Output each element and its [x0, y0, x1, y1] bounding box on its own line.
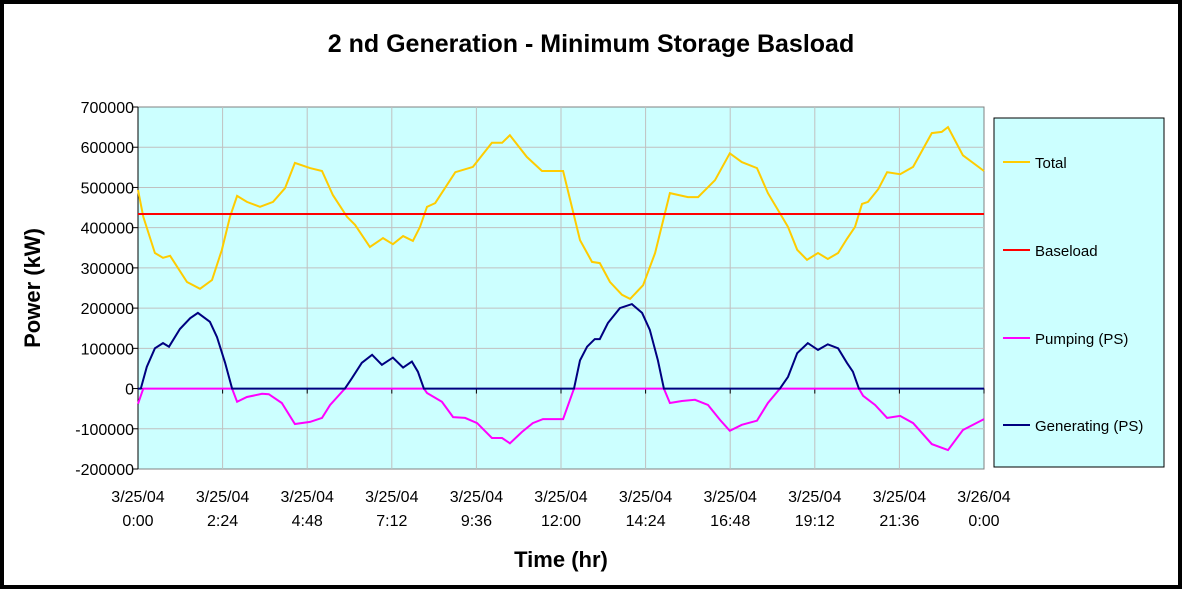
legend-label-generating-ps: Generating (PS) — [1035, 418, 1143, 435]
y-tick-label: 100000 — [81, 341, 134, 358]
x-tick-label-date: 3/25/04 — [704, 489, 757, 506]
chart-title: 2 nd Generation - Minimum Storage Basloa… — [328, 30, 854, 58]
x-tick-label-date: 3/25/04 — [873, 489, 926, 506]
y-axis-title: Power (kW) — [20, 228, 45, 348]
legend-label-pumping-ps: Pumping (PS) — [1035, 331, 1128, 348]
x-tick-label-date: 3/25/04 — [788, 489, 841, 506]
series-lines — [137, 125, 985, 452]
x-tick-label-time: 9:36 — [461, 513, 492, 530]
x-tick-label-date: 3/25/04 — [111, 489, 164, 506]
x-tick-label-time: 7:12 — [376, 513, 407, 530]
x-tick-label-time: 0:00 — [122, 513, 153, 530]
x-tick-label-time: 19:12 — [795, 513, 835, 530]
x-tick-label-date: 3/25/04 — [281, 489, 334, 506]
x-tick-label-time: 16:48 — [710, 513, 750, 530]
y-tick-label: -200000 — [75, 462, 134, 479]
x-tick-label-time: 12:00 — [541, 513, 581, 530]
chart: 2 nd Generation - Minimum Storage Basloa… — [20, 30, 1165, 572]
y-tick-label: 500000 — [81, 180, 134, 197]
y-tick-label: 0 — [125, 382, 134, 399]
x-tick-label-date: 3/25/04 — [450, 489, 503, 506]
x-axis-title: Time (hr) — [514, 547, 608, 572]
x-tick-label-date: 3/25/04 — [365, 489, 418, 506]
y-tick-label: 600000 — [81, 140, 134, 157]
series-line-total — [137, 125, 985, 301]
series-line-pumping-ps — [137, 387, 985, 452]
x-tick-label-time: 2:24 — [207, 513, 238, 530]
y-axis: 700000 600000 500000 400000 300000 200000 1000… — [75, 100, 139, 479]
x-tick-label-date: 3/25/04 — [619, 489, 672, 506]
legend-label-baseload: Baseload — [1035, 243, 1098, 260]
y-tick-label: 400000 — [81, 221, 134, 238]
y-tick-label: 200000 — [81, 301, 134, 318]
x-tick-label-time: 0:00 — [968, 513, 999, 530]
x-tick-label-time: 21:36 — [879, 513, 919, 530]
x-tick-label-date: 3/25/04 — [196, 489, 249, 506]
chart-frame: 2 nd Generation - Minimum Storage Basloa… — [4, 4, 1178, 585]
legend-label-total: Total — [1035, 155, 1067, 172]
x-tick-label-time: 14:24 — [626, 513, 666, 530]
series-line-generating-ps — [138, 302, 984, 390]
y-tick-label: 700000 — [81, 100, 134, 117]
legend-entries: Total Baseload Pumping (PS) Generating (PS) — [1003, 155, 1143, 435]
legend — [993, 117, 1165, 468]
y-tick-label: -100000 — [75, 422, 134, 439]
y-tick-label: 300000 — [81, 261, 134, 278]
x-tick-label-date: 3/25/04 — [534, 489, 587, 506]
x-tick-label-date: 3/26/04 — [957, 489, 1010, 506]
x-tick-label-time: 4:48 — [292, 513, 323, 530]
